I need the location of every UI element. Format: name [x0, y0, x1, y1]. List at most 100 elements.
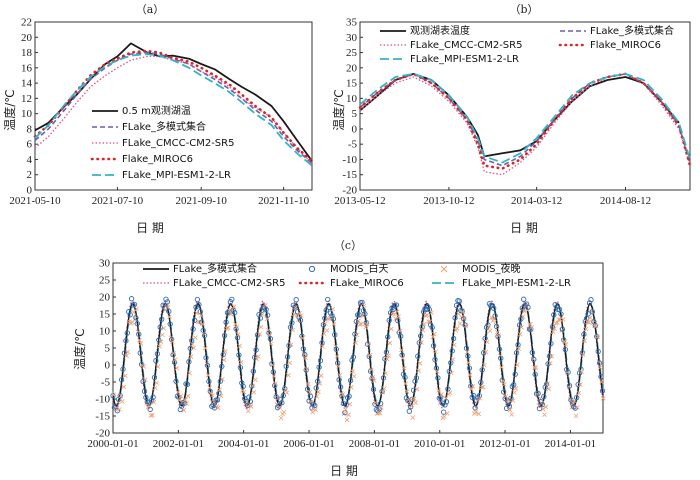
modis-day-point	[333, 346, 339, 352]
modis-night-point	[221, 357, 227, 363]
modis-night-point	[264, 316, 270, 322]
modis-day-point	[409, 396, 415, 403]
modis-night-point	[547, 360, 553, 366]
modis-day-point	[493, 323, 500, 330]
modis-night-point	[205, 372, 211, 378]
modis-night-point	[496, 333, 501, 339]
modis-day-point	[521, 296, 527, 302]
modis-night-point	[218, 393, 224, 399]
modis-day-point	[571, 404, 577, 410]
modis-day-point	[286, 342, 292, 349]
modis-night-point	[157, 344, 162, 349]
modis-night-point	[277, 404, 283, 410]
modis-night-point	[344, 417, 350, 423]
y-tick-label: 12	[21, 93, 32, 105]
x-tick-label: 2021-05-10	[9, 195, 61, 207]
plot-frame	[34, 21, 313, 191]
modis-night-point	[200, 321, 205, 327]
modis-day-point	[127, 312, 133, 318]
modis-night-point	[563, 342, 569, 347]
modis-night-point	[141, 364, 147, 369]
modis-day-point	[532, 371, 538, 378]
modis-day-point	[353, 318, 359, 325]
modis-day-point	[519, 305, 525, 311]
modis-day-point	[247, 398, 254, 405]
y-tick-label: 30	[99, 258, 111, 270]
modis-day-point	[471, 393, 477, 399]
modis-night-point	[482, 362, 487, 368]
modis-night-point	[172, 357, 178, 362]
modis-day-point	[310, 401, 317, 407]
modis-day-point	[211, 405, 218, 411]
modis-night-point	[432, 331, 437, 337]
modis-night-point	[383, 371, 388, 376]
modis-day-point	[496, 346, 503, 352]
modis-night-point	[562, 339, 567, 344]
modis-night-point	[175, 389, 181, 395]
y-tick-label: 25	[346, 47, 358, 59]
modis-night-point	[250, 383, 255, 389]
modis-night-point	[184, 401, 189, 407]
modis-day-point	[598, 374, 604, 380]
modis-day-point	[279, 400, 285, 406]
legend-label: FLake_CMCC-CM2-SR5	[410, 40, 522, 51]
modis-day-point	[283, 363, 289, 369]
modis-day-point	[408, 404, 414, 410]
modis-day-point	[469, 394, 475, 400]
modis-night-point	[420, 327, 426, 333]
modis-night-point	[220, 376, 225, 382]
modis-day-point	[428, 322, 434, 328]
modis-night-point	[389, 326, 394, 332]
modis-night-point	[225, 325, 231, 331]
modis-day-point	[499, 377, 505, 383]
modis-night-point	[131, 309, 137, 315]
modis-night-point	[124, 353, 129, 359]
modis-day-point	[592, 322, 598, 329]
y-tick-label: 2	[27, 169, 33, 181]
legend-label: Flake_MIROC6	[590, 40, 661, 51]
modis-night-point	[513, 386, 519, 391]
modis-night-point	[577, 382, 583, 387]
modis-night-point	[251, 390, 257, 395]
legend-label: MODIS_白天	[330, 262, 389, 275]
modis-day-point	[429, 324, 435, 331]
modis-day-point	[355, 312, 361, 318]
y-tick-label: 18	[21, 47, 33, 59]
modis-night-point	[396, 314, 401, 319]
series-line-miroc	[358, 72, 692, 170]
modis-night-point	[198, 313, 204, 318]
modis-day-point	[558, 311, 564, 317]
modis-day-point	[237, 364, 244, 371]
modis-day-point	[221, 332, 228, 339]
modis-day-point	[173, 378, 179, 384]
modis-day-point	[360, 307, 367, 314]
modis-night-point	[349, 384, 354, 390]
modis-night-point	[510, 398, 516, 403]
panel-c-label: （c）	[334, 239, 362, 252]
modis-night-point	[254, 356, 260, 362]
modis-night-point	[477, 396, 483, 401]
modis-night-point	[363, 324, 368, 330]
panel-a: （a） 日 期 温度/℃ 0 2 4 6 8 10 12 14 16 18 20 22 2021-05-…	[2, 3, 314, 235]
modis-night-point	[467, 372, 473, 378]
legend-label: FLake_多模式集合	[122, 120, 206, 133]
modis-day-point	[294, 309, 301, 315]
modis-day-point	[263, 306, 269, 313]
modis-night-point	[161, 326, 167, 331]
modis-day-point	[118, 377, 125, 383]
modis-night-point	[142, 377, 148, 382]
modis-day-point	[523, 301, 530, 307]
modis-day-point	[126, 309, 132, 315]
modis-day-point	[465, 353, 471, 359]
modis-night-point	[300, 335, 305, 341]
modis-day-point	[232, 309, 238, 316]
modis-day-point	[456, 298, 462, 304]
modis-night-point	[459, 314, 464, 320]
modis-night-point	[359, 321, 364, 327]
modis-night-point	[447, 390, 453, 395]
modis-day-point	[559, 326, 566, 332]
modis-day-point	[478, 379, 484, 386]
modis-day-point	[596, 360, 603, 366]
modis-day-point	[140, 378, 146, 385]
